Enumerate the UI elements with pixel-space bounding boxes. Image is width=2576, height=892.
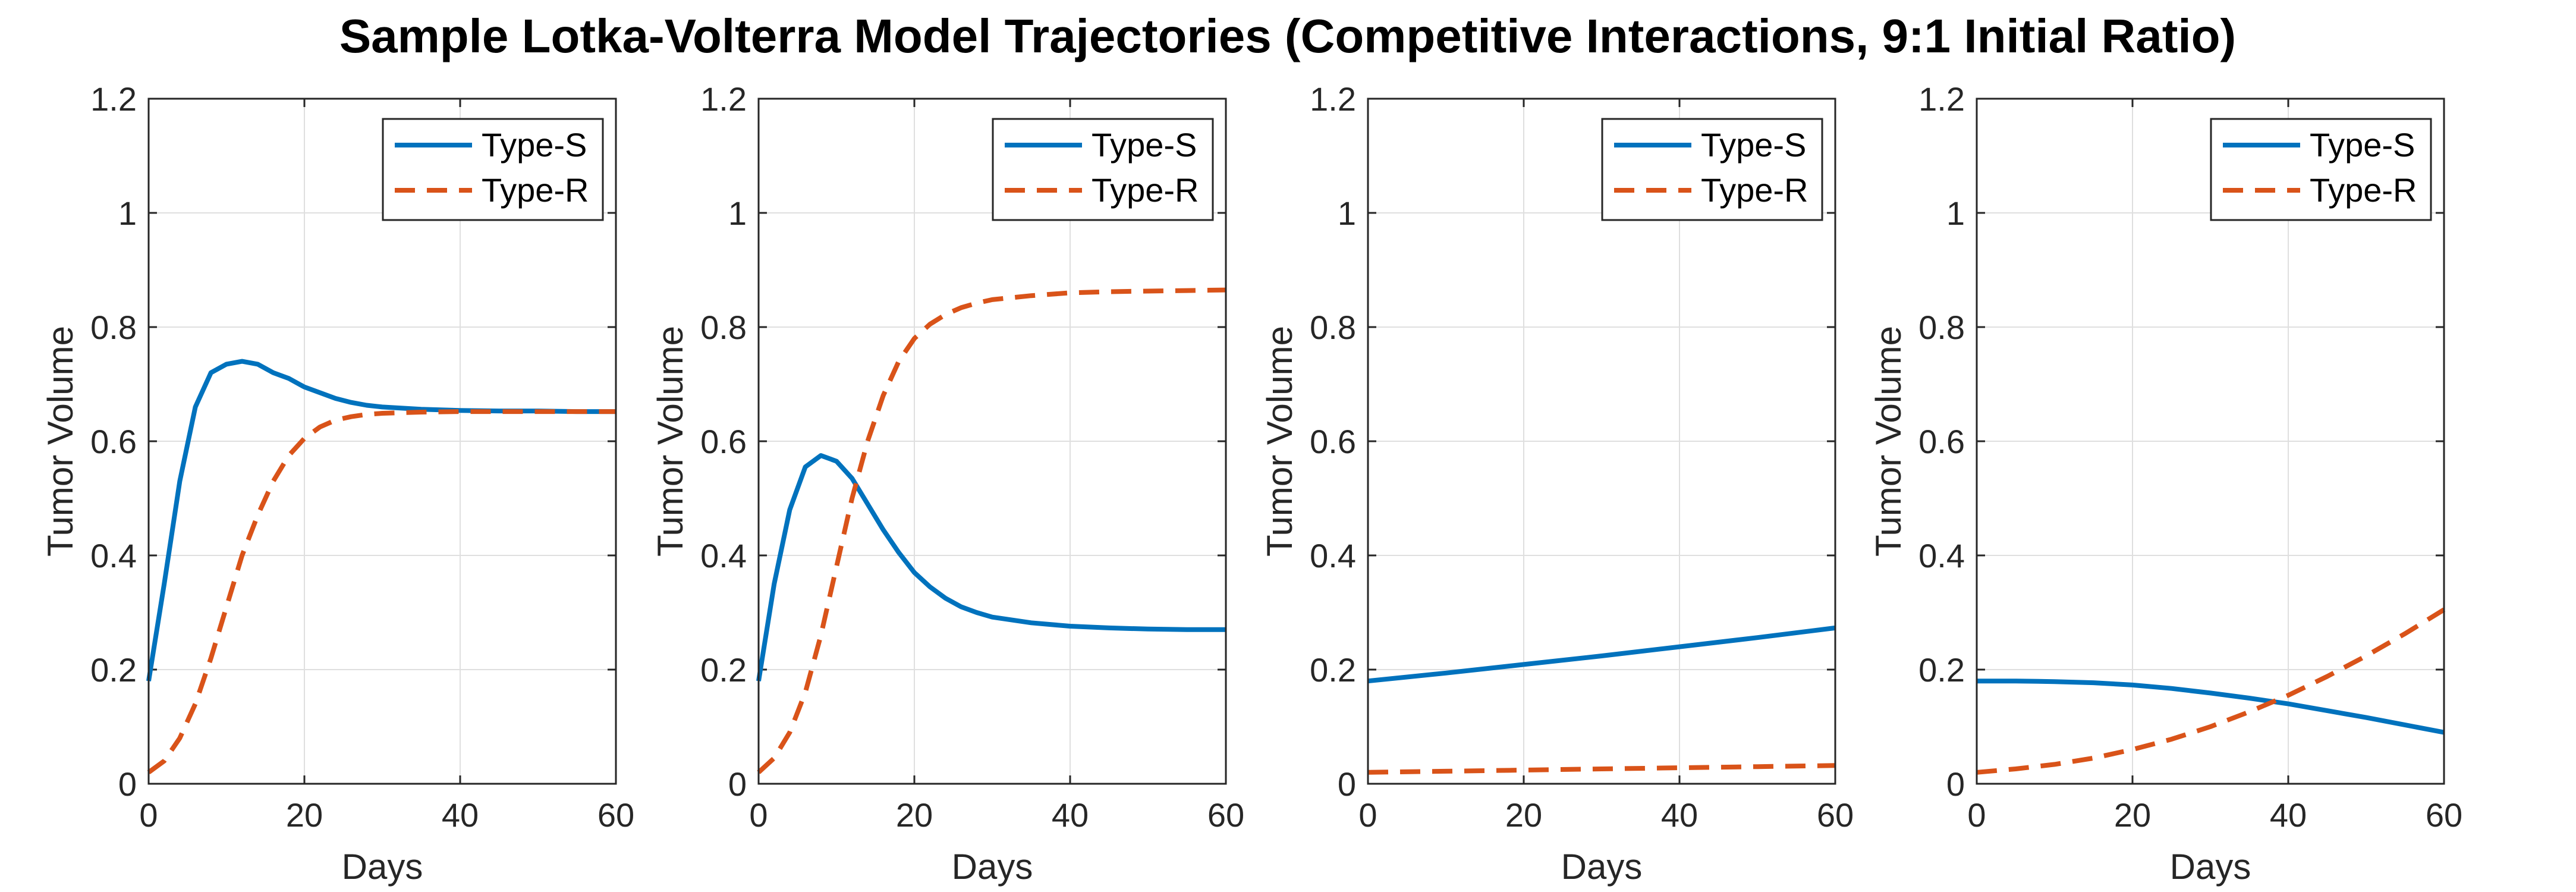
y-tick-label: 0.6	[1310, 423, 1356, 460]
figure-title: Sample Lotka-Volterra Model Trajectories…	[339, 10, 2236, 62]
legend: Type-S Type-R	[992, 118, 1214, 221]
series-line-type-r	[1367, 763, 1836, 775]
y-tick-label: 1.2	[1310, 80, 1356, 118]
x-tick-label: 20	[286, 796, 323, 834]
x-tick-label: 40	[1661, 796, 1698, 834]
y-axis-label: Tumor Volume	[650, 326, 690, 557]
legend-entry-label: Type-S	[2310, 126, 2415, 164]
subplot-3: 0 20 40 60 0 0.2 0.4 0.6 0.8 1 1.2 Days Tumor Volume…	[1260, 80, 1854, 887]
legend-entry-label: Type-R	[482, 171, 589, 209]
legend-entry-label: Type-R	[2310, 171, 2417, 209]
legend-entry-label: Type-R	[1092, 171, 1199, 209]
series-line-type-s	[1367, 625, 1836, 684]
series-line-type-r	[1976, 607, 2446, 775]
legend-box	[2210, 118, 2432, 221]
y-tick-label: 1	[728, 194, 747, 232]
y-tick-label: 0	[118, 765, 137, 803]
y-tick-label: 1	[118, 194, 137, 232]
y-tick-label: 0.6	[1918, 423, 1965, 460]
y-tick-label: 1	[1946, 194, 1965, 232]
y-tick-label: 0	[1946, 765, 1965, 803]
legend-entry-label: Type-S	[1092, 126, 1197, 164]
x-tick-label: 40	[1052, 796, 1089, 834]
y-tick-label: 0.8	[90, 309, 137, 346]
x-tick-label: 20	[2114, 796, 2151, 834]
legend-entry-label: Type-R	[1701, 171, 1808, 209]
y-tick-label: 1.2	[700, 80, 747, 118]
x-tick-label: 20	[1505, 796, 1542, 834]
legend-box	[1601, 118, 1823, 221]
legend-entry-label: Type-S	[482, 126, 587, 164]
legend: Type-S Type-R	[1601, 118, 1823, 221]
x-tick-label: 40	[2270, 796, 2307, 834]
legend: Type-S Type-R	[2210, 118, 2432, 221]
subplot-1: 0 20 40 60 0 0.2 0.4 0.6 0.8 1 1.2 Days Tumor Volume…	[40, 80, 634, 887]
x-axis-label: Days	[1561, 847, 1643, 887]
x-axis-label: Days	[342, 847, 423, 887]
legend-box	[382, 118, 604, 221]
y-tick-label: 0.6	[90, 423, 137, 460]
series-line-type-s	[756, 453, 1226, 681]
axes-box	[1976, 98, 2445, 785]
y-tick-label: 0.4	[1918, 537, 1965, 574]
x-tick-label: 0	[1967, 796, 1986, 834]
x-axis-label: Days	[2170, 847, 2251, 887]
subplot-grid: 0 20 40 60 0 0.2 0.4 0.6 0.8 1 1.2 Days Tumor Volume…	[40, 80, 2462, 887]
legend-entry-label: Type-S	[1701, 126, 1806, 164]
x-axis-label: Days	[952, 847, 1033, 887]
x-tick-label: 40	[442, 796, 479, 834]
x-tick-label: 60	[1817, 796, 1854, 834]
x-tick-label: 60	[2426, 796, 2462, 834]
axes-box	[757, 98, 1227, 785]
y-tick-label: 0.8	[1310, 309, 1356, 346]
legend-box	[992, 118, 1214, 221]
y-tick-label: 0.2	[700, 651, 747, 689]
y-tick-label: 0.6	[700, 423, 747, 460]
series-line-type-s	[1977, 679, 2445, 735]
y-axis-label: Tumor Volume	[40, 326, 80, 557]
y-tick-label: 0.4	[1310, 537, 1356, 574]
subplot-4: 0 20 40 60 0 0.2 0.4 0.6 0.8 1 1.2 Days Tumor Volume…	[1869, 80, 2462, 887]
series-line-type-r	[147, 409, 616, 775]
series-line-type-r	[757, 287, 1226, 774]
axes-box	[147, 98, 617, 785]
y-tick-label: 0.2	[90, 651, 137, 689]
y-tick-label: 0.4	[90, 537, 137, 574]
x-tick-label: 20	[896, 796, 933, 834]
x-tick-label: 0	[139, 796, 158, 834]
y-axis-label: Tumor Volume	[1869, 326, 1908, 557]
y-tick-label: 1.2	[1918, 80, 1965, 118]
legend: Type-S Type-R	[382, 118, 604, 221]
y-tick-label: 0.8	[700, 309, 747, 346]
subplot-2: 0 20 40 60 0 0.2 0.4 0.6 0.8 1 1.2 Days Tumor Volume…	[650, 80, 1244, 887]
y-tick-label: 1.2	[90, 80, 137, 118]
y-tick-label: 0.4	[700, 537, 747, 574]
y-tick-label: 0	[1338, 765, 1356, 803]
y-tick-label: 0	[728, 765, 747, 803]
x-tick-label: 0	[749, 796, 768, 834]
axes-box	[1367, 98, 1836, 785]
y-tick-label: 0.2	[1310, 651, 1356, 689]
x-tick-label: 60	[1207, 796, 1244, 834]
y-axis-label: Tumor Volume	[1260, 326, 1300, 557]
y-tick-label: 0.2	[1918, 651, 1965, 689]
y-tick-label: 0.8	[1918, 309, 1965, 346]
x-tick-label: 60	[597, 796, 634, 834]
x-tick-label: 0	[1358, 796, 1377, 834]
y-tick-label: 1	[1338, 194, 1356, 232]
